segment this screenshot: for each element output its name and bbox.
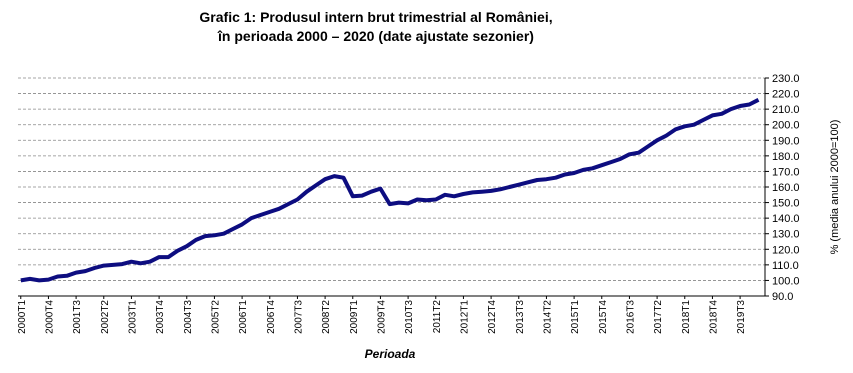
x-tick-label: 2001T3 xyxy=(72,300,83,334)
chart-subtitle: în perioada 2000 – 2020 (date ajustate s… xyxy=(217,28,534,44)
y-tick-label: 140.0 xyxy=(772,213,800,225)
y-tick-label: 160.0 xyxy=(772,182,800,194)
x-tick-label: 2003T4 xyxy=(155,300,166,334)
y-tick-label: 200.0 xyxy=(772,120,800,132)
x-tick-label: 2011T2 xyxy=(432,300,443,334)
y-tick-label: 210.0 xyxy=(772,104,800,116)
x-tick-label: 2014T2 xyxy=(542,300,553,334)
x-tick-label: 2004T3 xyxy=(183,300,194,334)
y-tick-label: 90.0 xyxy=(772,291,793,303)
x-tick-label: 2018T4 xyxy=(708,300,719,334)
x-tick-label: 2012T1 xyxy=(459,300,470,334)
y-tick-label: 130.0 xyxy=(772,229,800,241)
x-tick-label: 2012T4 xyxy=(487,300,498,334)
y-tick-label: 150.0 xyxy=(772,198,800,210)
x-tick-label: 2018T1 xyxy=(681,300,692,334)
x-tick-label: 2009T4 xyxy=(376,300,387,334)
y-tick-label: 190.0 xyxy=(772,135,800,147)
x-tick-label: 2005T2 xyxy=(210,300,221,334)
x-tick-label: 2013T3 xyxy=(515,300,526,334)
x-tick-label: 2016T3 xyxy=(625,300,636,334)
x-tick-label: 2008T2 xyxy=(321,300,332,334)
x-tick-label: 2015T4 xyxy=(598,300,609,334)
x-tick-label: 2019T3 xyxy=(736,300,747,334)
data-line xyxy=(20,98,760,283)
x-tick-label: 2006T4 xyxy=(266,300,277,334)
x-tick-label: 2006T1 xyxy=(238,300,249,334)
y-tick-label: 220.0 xyxy=(772,89,800,101)
x-tick-label: 2015T1 xyxy=(570,300,581,334)
x-tick-label: 2003T1 xyxy=(127,300,138,334)
y-tick-label: 230.0 xyxy=(772,73,800,85)
y-tick-label: 120.0 xyxy=(772,244,800,256)
x-tick-label: 2009T1 xyxy=(349,300,360,334)
chart-title: Grafic 1: Produsul intern brut trimestri… xyxy=(199,9,552,25)
y-tick-label: 180.0 xyxy=(772,151,800,163)
x-axis-title: Perioada xyxy=(365,347,416,361)
x-tick-label: 2017T2 xyxy=(653,300,664,334)
x-tick-label: 2002T2 xyxy=(100,300,111,334)
y-axis-title: % (media anului 2000=100) xyxy=(829,120,841,255)
y-tick-label: 170.0 xyxy=(772,166,800,178)
x-tick-label: 2000T4 xyxy=(44,300,55,334)
x-tick-label: 2000T1 xyxy=(17,300,28,334)
y-tick-label: 100.0 xyxy=(772,275,800,287)
y-tick-label: 110.0 xyxy=(772,260,799,272)
x-tick-label: 2007T3 xyxy=(293,300,304,334)
x-tick-label: 2010T3 xyxy=(404,300,415,334)
